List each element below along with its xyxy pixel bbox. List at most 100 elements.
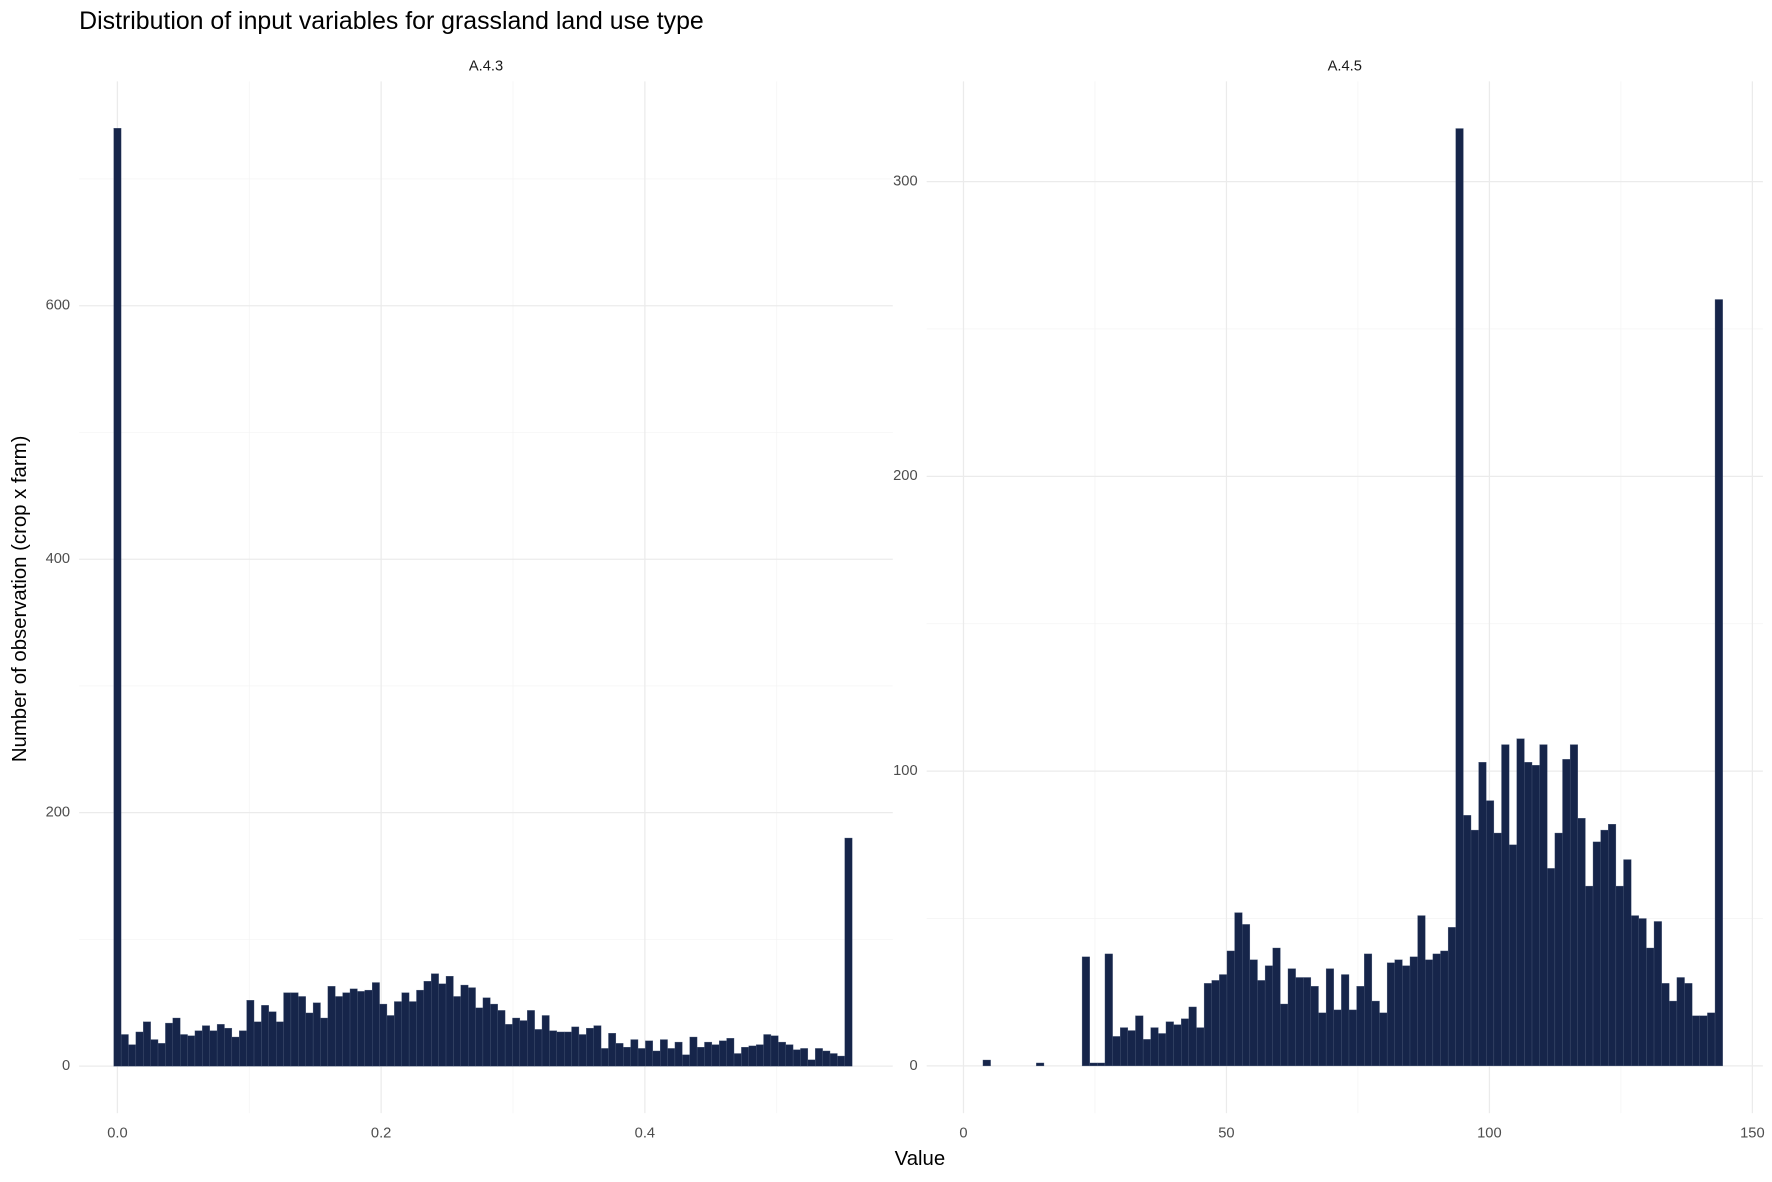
histogram-bar (586, 1027, 594, 1067)
histogram-bar (490, 1003, 498, 1067)
histogram-bar (120, 1034, 129, 1067)
histogram-bar (1196, 1027, 1205, 1067)
histogram-bar (645, 1040, 653, 1067)
histogram-bar (1402, 965, 1411, 1067)
histogram-bar (423, 981, 432, 1067)
histogram-bar (763, 1034, 772, 1067)
histogram-bar (1425, 959, 1434, 1067)
histogram-bar (541, 1015, 550, 1067)
histogram-bar (1600, 829, 1609, 1067)
histogram-bar (778, 1041, 786, 1067)
histogram-bar (1539, 744, 1548, 1067)
histogram-bar (982, 1059, 991, 1067)
histogram-bar (733, 1053, 742, 1067)
x-tick-label: 50 (1218, 1125, 1234, 1141)
histogram-bar (320, 1017, 329, 1067)
histogram-bar (1661, 983, 1670, 1067)
histogram-bar (1592, 841, 1601, 1067)
panel-title: A.4.3 (469, 59, 503, 75)
histogram-bar (1447, 927, 1456, 1067)
histogram-bar (652, 1050, 661, 1067)
y-tick-label: 100 (893, 763, 918, 779)
x-tick-label: 150 (1740, 1125, 1765, 1141)
histogram-bar (519, 1020, 528, 1067)
histogram-bar (1676, 977, 1685, 1067)
histogram-bar (1310, 986, 1319, 1067)
histogram-bar (1501, 744, 1510, 1067)
histogram-bar (1486, 800, 1495, 1067)
histogram-bar (1104, 953, 1113, 1067)
histogram-bar (1219, 974, 1228, 1067)
panel-title: A.4.5 (1328, 59, 1362, 75)
histogram-bar (253, 1021, 262, 1067)
histogram-bar (822, 1050, 831, 1067)
histogram-bar (1356, 986, 1365, 1067)
histogram-bar (1623, 859, 1632, 1067)
histogram-bar (453, 996, 461, 1067)
histogram-bar (1707, 1012, 1716, 1067)
histogram-bar (1630, 915, 1639, 1067)
histogram-bar (792, 1049, 801, 1067)
histogram-bar (1234, 912, 1243, 1067)
histogram-bar (1547, 868, 1556, 1067)
histogram-bar (844, 837, 853, 1067)
histogram-bar (349, 988, 358, 1067)
histogram-bar (1638, 918, 1647, 1067)
histogram-bar (276, 1021, 284, 1067)
histogram-bar (1036, 1062, 1045, 1067)
y-tick-label: 300 (893, 173, 918, 189)
histogram-bar (312, 1002, 321, 1067)
histogram-bar (268, 1011, 277, 1067)
histogram-bar (593, 1025, 602, 1067)
histogram-bar (468, 987, 476, 1067)
histogram-bar (1089, 1062, 1098, 1067)
histogram-bar (630, 1039, 639, 1067)
histogram-bar (1455, 128, 1464, 1067)
histogram-bar (386, 1015, 395, 1067)
histogram-bar (194, 1030, 203, 1067)
histogram-bar (1470, 829, 1479, 1067)
histogram-bar (342, 992, 351, 1067)
histogram-bar (180, 1034, 188, 1067)
histogram-bar (637, 1048, 646, 1067)
histogram-bar (807, 1059, 816, 1067)
histogram-bar (394, 1001, 402, 1067)
histogram-bar (408, 1001, 417, 1067)
histogram-bar (1150, 1027, 1159, 1067)
x-tick-label: 0.4 (635, 1125, 655, 1141)
histogram-bar (1158, 1033, 1167, 1067)
histogram-bar (1333, 1009, 1342, 1067)
histogram-bar (815, 1048, 823, 1067)
histogram-bar (372, 982, 380, 1067)
histogram-bar (1211, 980, 1220, 1067)
histogram-bar (1577, 818, 1586, 1067)
histogram-bar (1653, 921, 1662, 1067)
y-tick-label: 200 (46, 805, 71, 821)
histogram-bar (1226, 950, 1235, 1067)
histogram-bar (172, 1017, 181, 1067)
histogram-bar (128, 1044, 137, 1067)
histogram-bar (1364, 953, 1373, 1067)
histogram-bar (608, 1033, 617, 1067)
histogram-bar (231, 1036, 240, 1067)
histogram-bar (482, 997, 491, 1067)
histogram-bar (527, 1010, 535, 1067)
histogram-bar (682, 1054, 690, 1067)
histogram-bar (113, 128, 122, 1067)
histogram-bar (1341, 974, 1350, 1067)
histogram-bar (1554, 832, 1563, 1067)
histogram-bar (711, 1044, 720, 1067)
histogram-bar (364, 989, 373, 1067)
histogram-bar (1669, 1000, 1678, 1067)
histogram-bar (1318, 1012, 1327, 1067)
x-tick-label: 0 (959, 1125, 967, 1141)
histogram-bar (1409, 956, 1418, 1067)
histogram-bar (1386, 962, 1395, 1067)
histogram-bar (327, 986, 336, 1067)
histogram-bar (1295, 977, 1304, 1067)
histogram-bar (726, 1038, 735, 1067)
histogram-bar (512, 1017, 521, 1067)
histogram-bar (335, 996, 343, 1067)
histogram-bar (1569, 744, 1578, 1067)
